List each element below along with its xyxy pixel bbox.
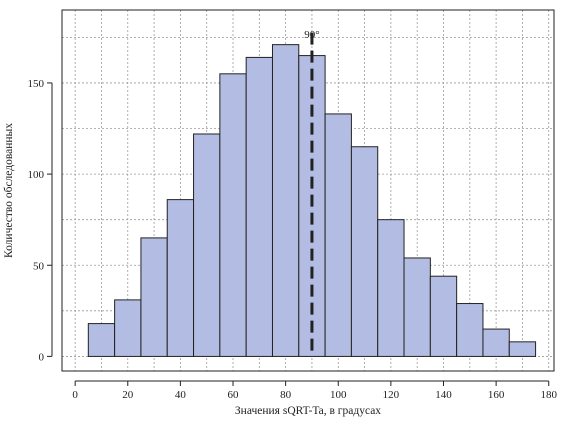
y-tick-label: 150 <box>28 78 45 90</box>
y-tick-label: 100 <box>28 169 45 181</box>
histogram-bar <box>87 323 116 357</box>
histogram-bar <box>350 146 379 357</box>
x-tick-label: 60 <box>228 389 240 401</box>
histogram-bar <box>245 56 273 357</box>
plot-frame <box>61 9 555 372</box>
x-tick-label: 80 <box>280 389 292 401</box>
reference-line-group: 90° <box>304 29 320 356</box>
histogram-bar <box>429 275 458 357</box>
histogram-bar <box>166 199 195 357</box>
x-tick-label: 100 <box>330 389 347 401</box>
y-axis-title: Количество обследованных <box>3 123 15 258</box>
x-tick-label: 120 <box>383 389 400 401</box>
x-tick-label: 160 <box>488 389 505 401</box>
histogram-bar <box>219 73 247 357</box>
y-axis: 0 50 100 150 <box>28 78 53 363</box>
histogram-bar <box>377 219 405 357</box>
histogram-bar <box>271 44 300 357</box>
histogram-bar <box>324 113 352 357</box>
x-tick-label: 40 <box>175 389 187 401</box>
histogram-bar <box>140 237 168 357</box>
histogram-bar <box>114 299 142 357</box>
y-tick-label: 50 <box>33 260 45 272</box>
histogram-bar <box>508 341 537 357</box>
x-axis-title: Значения sQRT-Ta, в градусах <box>235 405 381 417</box>
x-tick-label: 140 <box>435 389 452 401</box>
reference-line-label: 90° <box>304 29 319 41</box>
histogram-bar <box>193 133 221 357</box>
histogram-bar <box>403 257 431 357</box>
x-tick-label: 20 <box>122 389 134 401</box>
x-tick-label: 0 <box>72 389 78 401</box>
x-axis: 0 20 40 60 80 100 120 140 160 180 <box>72 380 557 401</box>
x-tick-label: 180 <box>540 389 557 401</box>
histogram-bar <box>482 328 510 357</box>
y-tick-label: 0 <box>39 351 45 363</box>
histogram-bar <box>456 303 484 357</box>
